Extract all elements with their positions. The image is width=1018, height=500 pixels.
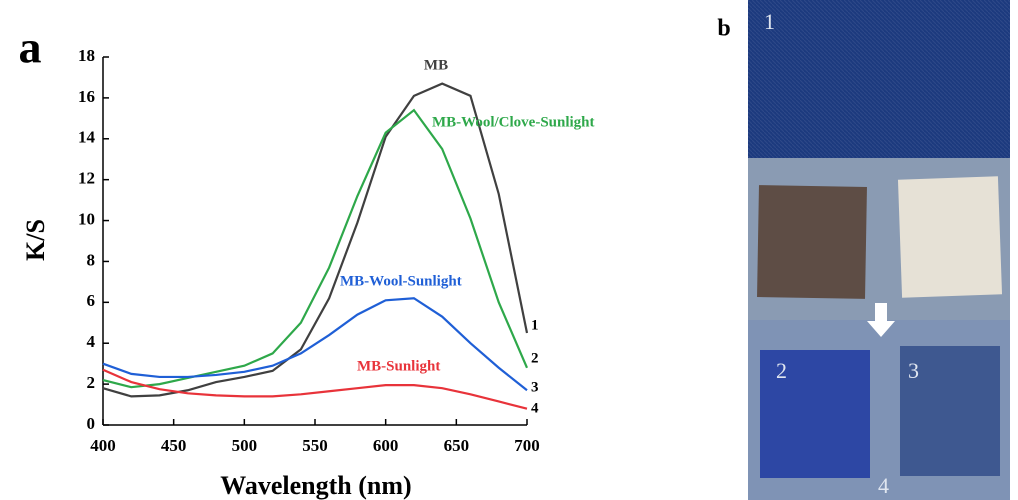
photo-label: 4 [878, 473, 889, 498]
x-tick-label: 500 [232, 436, 258, 455]
fabric-blue-faded [900, 346, 1000, 476]
y-axis-title: K/S [21, 219, 50, 261]
fabric-blue [760, 350, 870, 478]
series-label: MB-Sunlight [357, 358, 440, 374]
series-end-label: 4 [531, 400, 539, 416]
y-tick-label: 12 [78, 169, 95, 188]
fabric-brown [757, 185, 867, 299]
series-end-label: 3 [531, 379, 539, 395]
photo-label: 2 [776, 358, 787, 383]
x-tick-label: 400 [90, 436, 116, 455]
photo-label: 3 [908, 358, 919, 383]
y-tick-label: 8 [87, 250, 96, 269]
y-tick-label: 10 [78, 209, 95, 228]
panel-label: a [19, 22, 42, 73]
panel-label: b [717, 16, 730, 42]
series-label: MB-Wool/Clove-Sunlight [432, 114, 595, 130]
y-tick-label: 0 [87, 414, 96, 433]
x-tick-label: 650 [444, 436, 470, 455]
series-label: MB-Wool-Sunlight [340, 273, 462, 289]
series-line [102, 108, 529, 389]
series-line [102, 82, 529, 398]
arrow [867, 303, 895, 337]
x-tick-label: 700 [514, 436, 540, 455]
y-tick-label: 4 [87, 332, 96, 351]
photo-panel: b 1 2 3 4 [717, 0, 1010, 500]
series-end-label: 1 [531, 317, 539, 333]
plot-area: 0 2 4 6 8 10 12 14 16 18 400 450 500 550 600 650 700 MB 1 M… [78, 46, 595, 455]
series-label: MB [424, 57, 448, 73]
fabric-white [897, 176, 1003, 298]
y-tick-label: 18 [78, 46, 95, 65]
photo-label: 1 [764, 9, 775, 34]
y-tick-label: 14 [78, 128, 96, 147]
x-tick-label: 600 [373, 436, 399, 455]
series-line [102, 368, 528, 410]
x-axis-title: Wavelength (nm) [220, 471, 411, 500]
series-line [102, 297, 528, 392]
y-tick-label: 2 [87, 373, 96, 392]
y-tick-label: 16 [78, 87, 95, 106]
y-tick-label: 6 [87, 291, 96, 310]
x-tick-label: 550 [302, 436, 328, 455]
series-end-label: 2 [531, 350, 539, 366]
x-tick-label: 450 [161, 436, 187, 455]
photo-texture [748, 0, 1010, 158]
